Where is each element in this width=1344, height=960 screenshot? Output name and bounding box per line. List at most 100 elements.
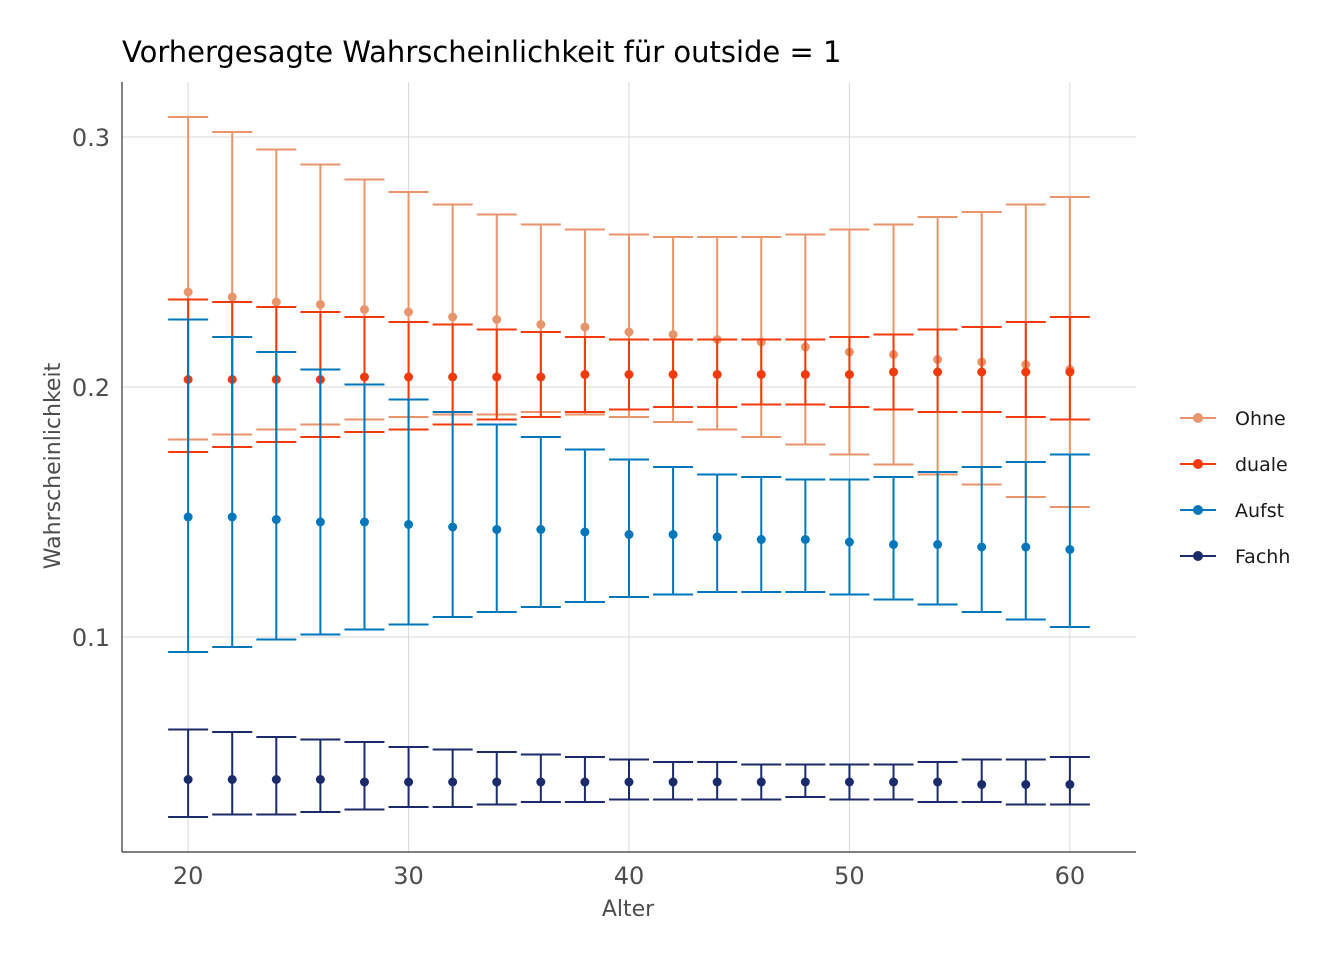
data-point <box>889 777 899 787</box>
data-point <box>756 370 766 379</box>
data-point <box>315 300 325 309</box>
data-point <box>359 305 369 314</box>
data-point <box>183 775 193 784</box>
x-tick-label: 20 <box>173 862 204 890</box>
data-point <box>404 520 414 529</box>
data-point <box>492 372 502 382</box>
legend-label: Ohne <box>1235 408 1286 430</box>
data-point <box>536 525 546 534</box>
data-point <box>1021 542 1031 552</box>
data-point <box>800 535 810 544</box>
y-ticks: 0.1 0.2 0.3 <box>72 124 110 652</box>
data-point <box>800 370 810 379</box>
y-axis-title: Wahrscheinlichkeit <box>41 362 66 569</box>
data-point <box>448 312 458 322</box>
data-point <box>1021 367 1031 377</box>
data-point <box>624 327 634 337</box>
data-point <box>624 370 634 379</box>
data-point <box>183 287 193 297</box>
data-point <box>536 320 546 329</box>
data-point <box>1065 780 1075 789</box>
data-point <box>404 372 414 382</box>
series-aufst <box>168 318 1090 653</box>
data-point <box>977 542 987 552</box>
data-point <box>977 367 987 377</box>
x-ticks: 20 30 40 50 60 <box>173 862 1085 890</box>
legend-key-point <box>1193 551 1203 561</box>
y-tick-label: 0.1 <box>72 624 110 652</box>
data-point <box>580 322 590 332</box>
data-point <box>668 530 678 539</box>
data-point <box>404 777 414 787</box>
x-tick-label: 60 <box>1055 862 1086 890</box>
legend-item-aufst: Aufst <box>1180 500 1284 522</box>
legend-item-ohne: Ohne <box>1180 408 1286 430</box>
data-point <box>668 330 678 339</box>
data-point <box>977 780 987 789</box>
data-point <box>712 777 722 787</box>
data-point <box>889 540 899 549</box>
data-point <box>580 527 590 537</box>
data-point <box>844 370 854 379</box>
data-point <box>183 512 193 522</box>
data-point <box>448 372 458 382</box>
data-point <box>271 775 281 784</box>
data-point <box>844 537 854 547</box>
data-point <box>271 297 281 307</box>
data-point <box>227 292 237 302</box>
data-point <box>1065 367 1075 377</box>
data-point <box>580 370 590 379</box>
data-point <box>315 517 325 527</box>
data-point <box>933 777 943 787</box>
data-point <box>668 777 678 787</box>
data-point <box>889 367 899 377</box>
legend-label: Fachh <box>1235 546 1290 568</box>
data-point <box>624 777 634 787</box>
data-point <box>712 532 722 542</box>
series-fachh <box>168 728 1090 818</box>
data-point <box>1021 780 1031 789</box>
x-tick-label: 30 <box>393 862 424 890</box>
legend-key-point <box>1193 413 1203 423</box>
x-tick-label: 40 <box>614 862 645 890</box>
data-point <box>756 535 766 544</box>
legend-label: Aufst <box>1235 500 1284 522</box>
data-point <box>359 372 369 382</box>
data-point <box>492 777 502 787</box>
data-point <box>492 525 502 534</box>
data-point <box>668 370 678 379</box>
data-point <box>1065 545 1075 554</box>
data-point <box>933 540 943 549</box>
data-point <box>756 777 766 787</box>
legend-label: duale <box>1235 454 1288 476</box>
data-point <box>359 517 369 527</box>
legend-key-point <box>1193 505 1203 515</box>
data-point <box>624 530 634 539</box>
series-layer <box>168 116 1090 818</box>
data-point <box>404 307 414 317</box>
data-point <box>359 777 369 787</box>
data-point <box>315 775 325 784</box>
data-point <box>580 777 590 787</box>
legend-key-point <box>1193 459 1203 469</box>
x-axis-title: Alter <box>602 897 655 922</box>
legend-item-fachh: Fachh <box>1180 546 1290 568</box>
data-point <box>536 372 546 382</box>
x-tick-label: 50 <box>834 862 865 890</box>
data-point <box>800 777 810 787</box>
y-tick-label: 0.3 <box>72 124 110 152</box>
data-point <box>448 777 458 787</box>
legend: Ohne duale Aufst Fachh <box>1180 408 1290 568</box>
data-point <box>492 315 502 324</box>
data-point <box>448 522 458 532</box>
data-point <box>227 512 237 522</box>
data-point <box>933 367 943 377</box>
data-point <box>227 775 237 784</box>
data-point <box>271 515 281 524</box>
y-tick-label: 0.2 <box>72 374 110 402</box>
data-point <box>844 777 854 787</box>
data-point <box>536 777 546 787</box>
legend-item-duale: duale <box>1180 454 1288 476</box>
chart-title: Vorhergesagte Wahrscheinlichkeit für out… <box>122 35 841 69</box>
